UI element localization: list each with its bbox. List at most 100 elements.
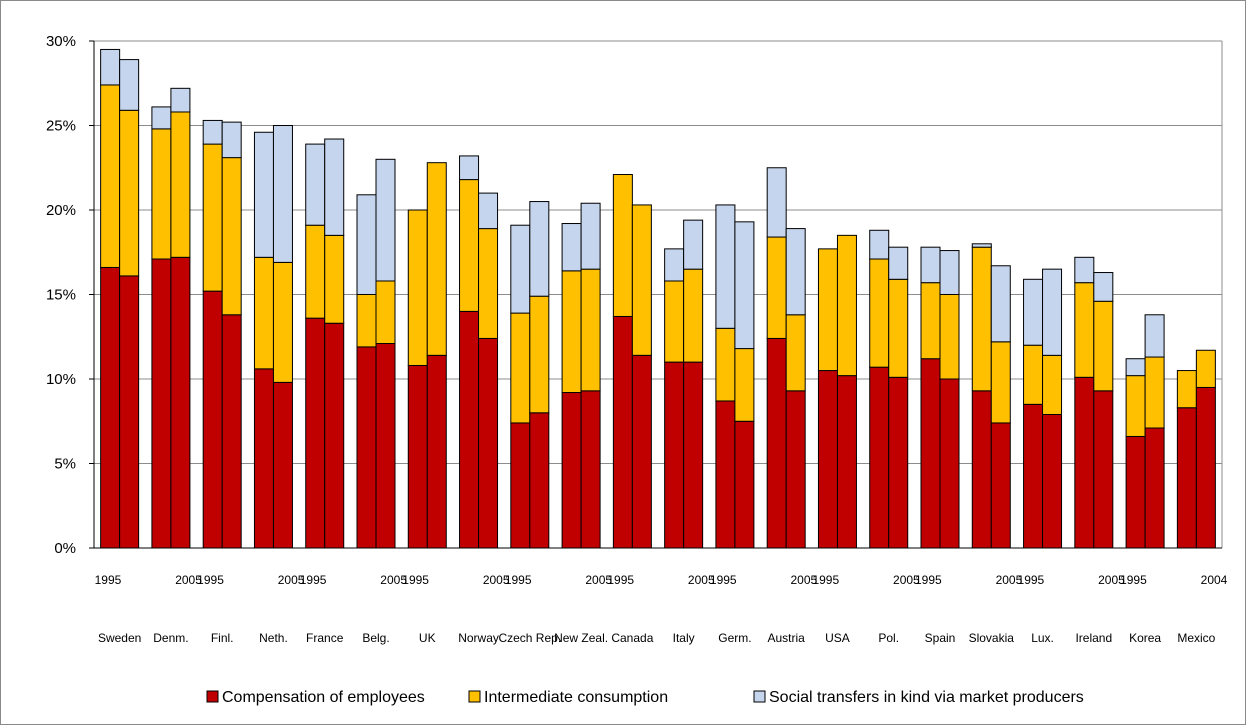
year-label: 2004 <box>1201 573 1228 587</box>
category-label: Germ. <box>718 631 751 645</box>
bar-segment-intermediate <box>119 109 140 277</box>
bar-segment-social-transfers <box>990 265 1011 343</box>
bar-segment-compensation <box>1074 376 1095 549</box>
category-label: Austria <box>768 631 806 645</box>
bar-segment-compensation <box>407 364 428 549</box>
bar-segment-social-transfers <box>253 131 274 258</box>
category-label: France <box>306 631 344 645</box>
year-label: 1995 <box>402 573 429 587</box>
bar-segment-social-transfers <box>272 125 293 263</box>
bar-segment-compensation <box>459 310 480 549</box>
category-label: Pol. <box>878 631 899 645</box>
year-label: 1995 <box>607 573 634 587</box>
bar-segment-intermediate <box>375 280 396 345</box>
category-label: Ireland <box>1075 631 1112 645</box>
bar-segment-intermediate <box>221 157 242 316</box>
bar-segment-social-transfers <box>920 246 941 284</box>
legend-label: Intermediate consumption <box>484 689 668 706</box>
bar-segment-social-transfers <box>971 243 992 248</box>
bar-segment-intermediate <box>1195 349 1216 388</box>
bar-segment-social-transfers <box>1042 268 1063 356</box>
bar-segment-intermediate <box>631 204 652 356</box>
bar-segment-social-transfers <box>888 246 909 280</box>
category-label: Czech Rep. <box>498 631 561 645</box>
year-label: 1995 <box>710 573 737 587</box>
bar-segment-intermediate <box>1042 354 1063 415</box>
bar-segment-compensation <box>151 258 172 549</box>
legend-label: Compensation of employees <box>222 689 425 706</box>
category-label: New Zeal. <box>554 631 608 645</box>
bar-segment-intermediate <box>478 228 499 339</box>
bar-segment-social-transfers <box>561 223 582 272</box>
bar-segment-intermediate <box>1144 356 1165 429</box>
bar-segment-intermediate <box>151 128 172 260</box>
bar-segment-social-transfers <box>305 143 326 226</box>
category-label: Lux. <box>1031 631 1054 645</box>
bar-segment-compensation <box>1093 390 1114 549</box>
category-label: Korea <box>1129 631 1161 645</box>
bar-segment-intermediate <box>580 268 601 392</box>
category-label: Sweden <box>98 631 141 645</box>
axes <box>89 40 1222 549</box>
bar-segment-compensation <box>971 390 992 549</box>
y-tick-labels: 0% 5% 10% 15% 20% 25% 30% <box>46 33 76 557</box>
bar-segment-social-transfers <box>664 248 685 282</box>
year-label: 2005 <box>790 573 817 587</box>
bar-segment-compensation <box>785 390 806 549</box>
legend-label: Social transfers in kind via market prod… <box>769 689 1084 706</box>
year-label: 2005 <box>585 573 612 587</box>
legend: Compensation of employees Intermediate co… <box>206 689 1084 706</box>
bar-segment-social-transfers <box>478 192 499 230</box>
y-tick-label: 10% <box>46 371 76 388</box>
bar-segment-intermediate <box>817 248 838 372</box>
bar-segment-social-transfers <box>510 224 531 314</box>
bar-segment-social-transfers <box>324 138 345 236</box>
legend-swatch <box>753 690 766 703</box>
year-label: 1995 <box>812 573 839 587</box>
bar-segment-intermediate <box>612 174 633 317</box>
bar-segment-compensation <box>817 370 838 549</box>
bar-segment-compensation <box>734 420 755 549</box>
bar-segment-compensation <box>580 390 601 549</box>
bar-segment-social-transfers <box>221 121 242 159</box>
bar-segment-compensation <box>631 354 652 549</box>
bar-segment-intermediate <box>869 258 890 368</box>
bar-segment-intermediate <box>683 268 704 363</box>
bar-segment-social-transfers <box>1074 256 1095 284</box>
bar-segment-compensation <box>426 354 447 549</box>
bar-segment-compensation <box>510 422 531 549</box>
year-label: 2005 <box>380 573 407 587</box>
bar-segment-intermediate <box>202 143 223 292</box>
bar-segment-social-transfers <box>785 228 806 316</box>
bar-segment-intermediate <box>1093 300 1114 392</box>
bar-segment-social-transfers <box>119 59 140 111</box>
bar-segment-social-transfers <box>1125 358 1146 377</box>
bar-segment-compensation <box>170 256 191 549</box>
year-label: 1995 <box>915 573 942 587</box>
bar-segment-intermediate <box>272 261 293 383</box>
category-labels: Sweden Denm. Finl. Neth. France Belg. UK Norway… <box>98 631 1216 645</box>
bar-segment-intermediate <box>356 294 377 348</box>
bar-segment-social-transfers <box>715 204 736 329</box>
category-label: UK <box>419 631 436 645</box>
bar-segment-intermediate <box>971 246 992 392</box>
category-label: USA <box>825 631 850 645</box>
bar-segment-compensation <box>529 412 550 549</box>
category-label: Italy <box>673 631 695 645</box>
bar-segment-compensation <box>253 368 274 549</box>
bar-segment-compensation <box>888 376 909 549</box>
bar-segment-social-transfers <box>766 167 787 238</box>
bar-segment-social-transfers <box>100 48 121 86</box>
bar-segment-intermediate <box>920 282 941 360</box>
bar-segment-social-transfers <box>1093 272 1114 302</box>
category-label: Finl. <box>211 631 234 645</box>
bar-segment-intermediate <box>100 84 121 268</box>
year-label: 2005 <box>688 573 715 587</box>
year-label: 1995 <box>95 573 122 587</box>
y-tick-label: 20% <box>46 202 76 219</box>
category-label: Denm. <box>153 631 188 645</box>
bar-segment-social-transfers <box>202 119 223 145</box>
bar-segment-social-transfers <box>375 158 396 282</box>
bar-segment-intermediate <box>664 280 685 363</box>
